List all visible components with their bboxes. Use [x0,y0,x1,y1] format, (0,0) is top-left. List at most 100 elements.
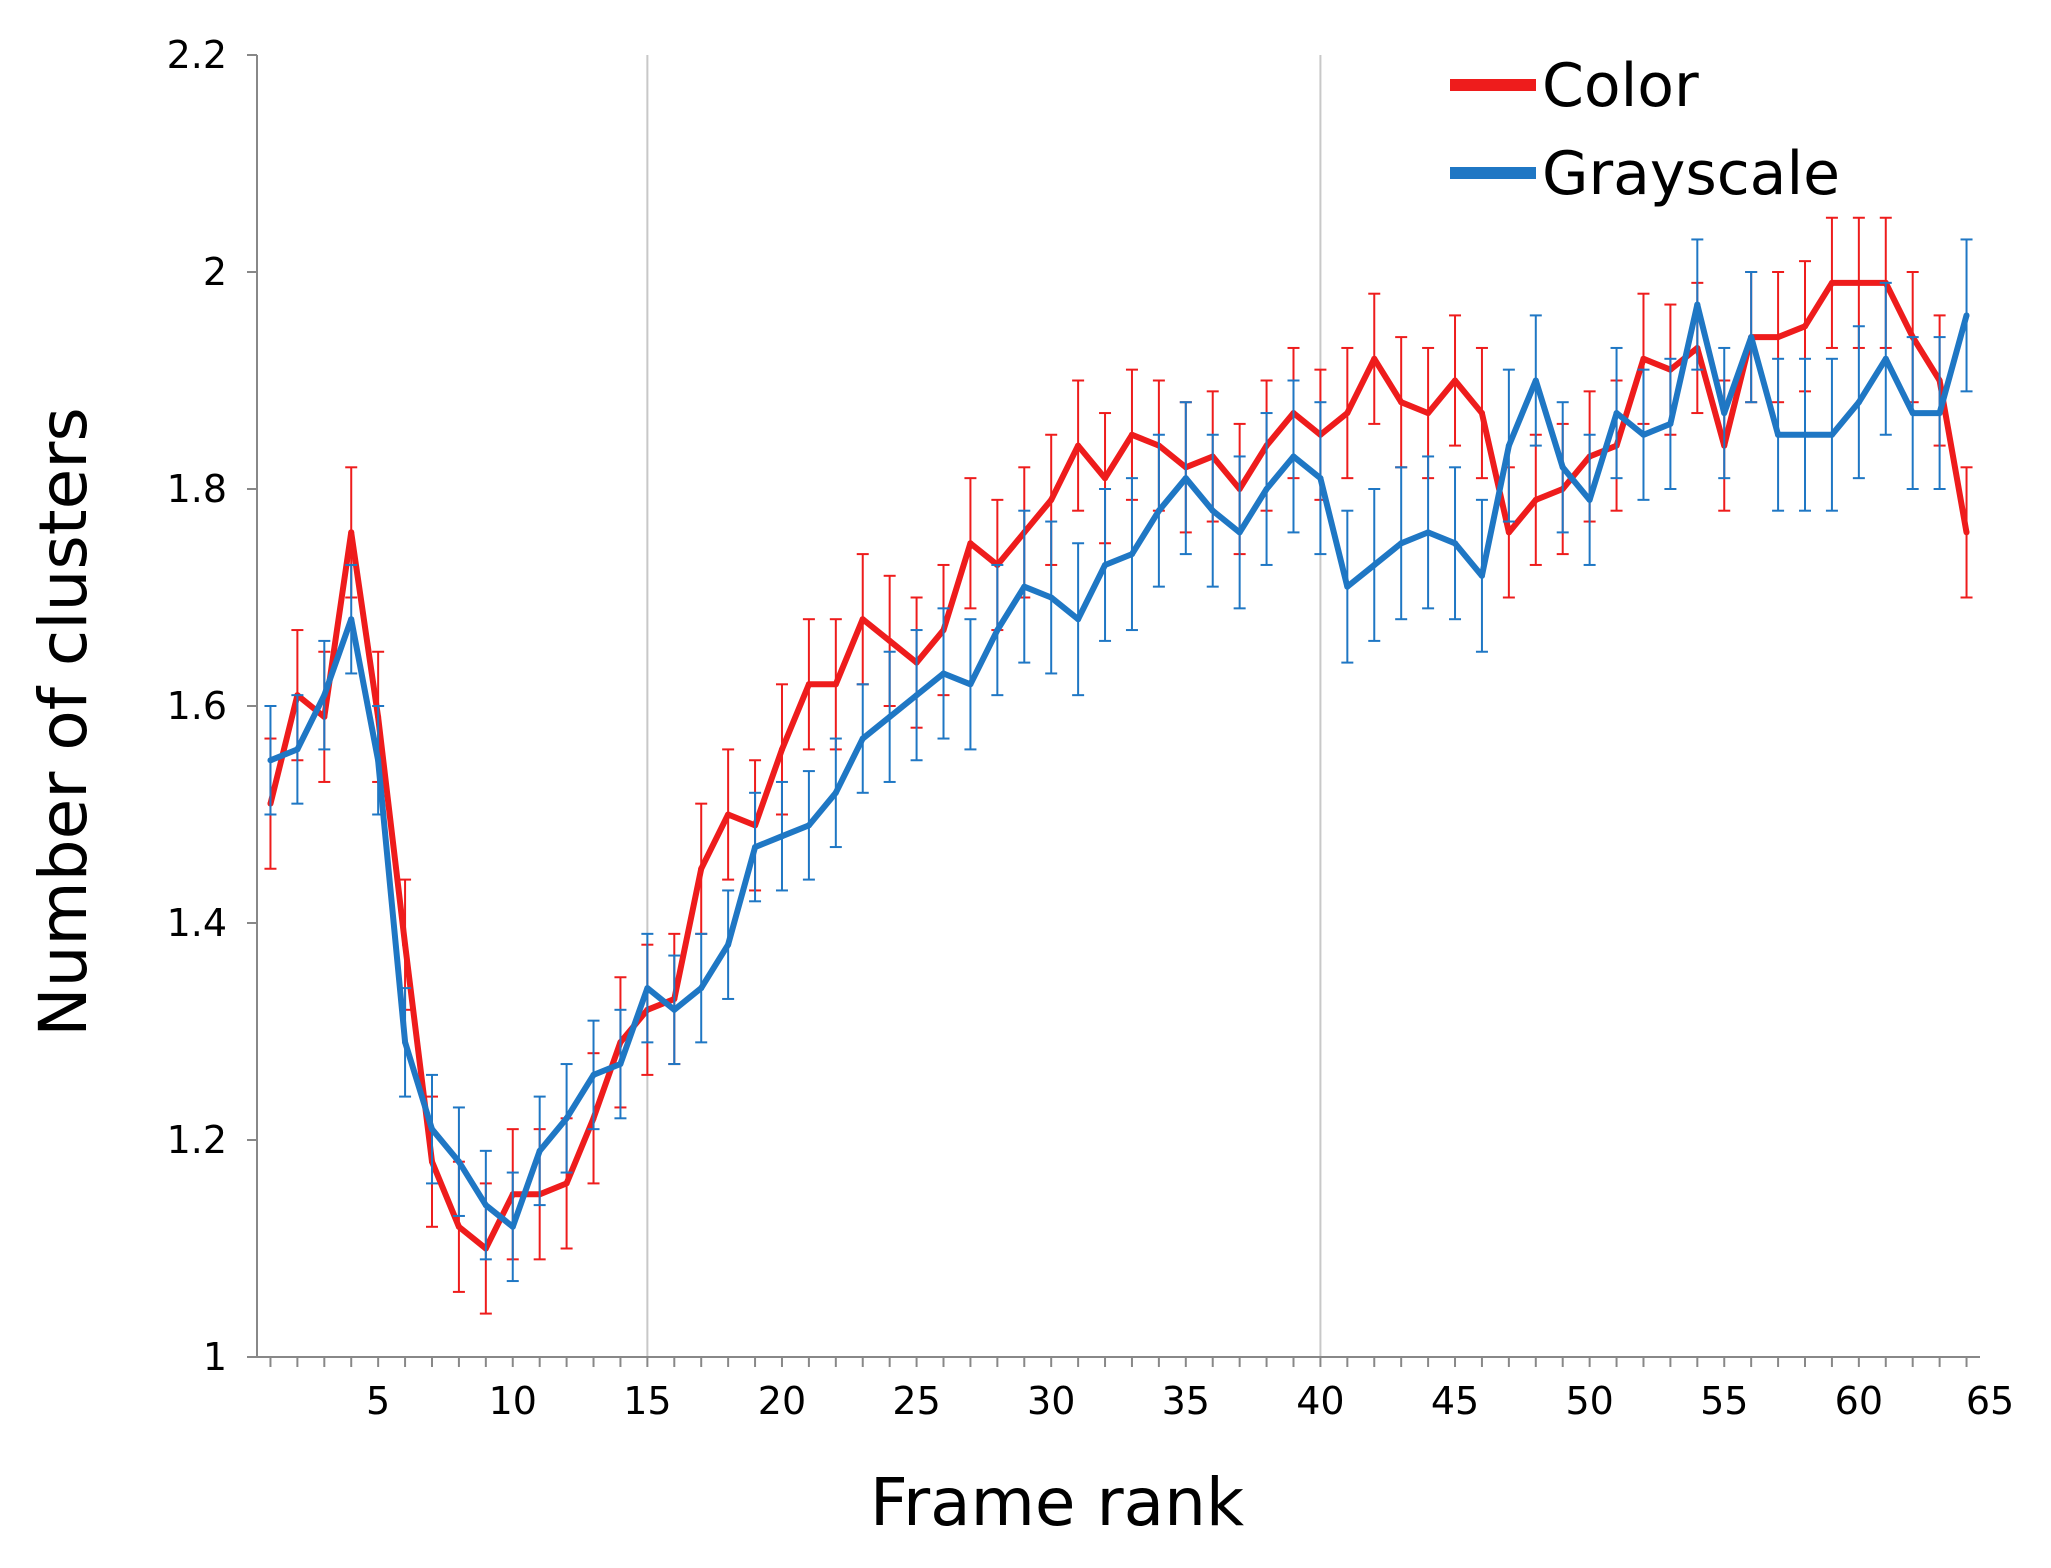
data-point [455,1223,462,1230]
data-point [563,1115,570,1122]
data-point [698,985,705,992]
data-point [1048,496,1055,503]
data-point [1263,486,1270,492]
x-tick-label: 55 [1700,1379,1748,1423]
data-point [1021,583,1028,590]
data-point [1425,529,1432,536]
x-tick-label: 15 [623,1379,671,1423]
data-point [1317,475,1324,482]
legend-label: Grayscale [1542,139,1840,209]
data-point [428,1126,435,1133]
data-point [1963,529,1970,536]
data-point [375,757,382,764]
data-point [1882,355,1889,362]
series-line [267,279,1970,1252]
x-axis-title: Frame rank [870,1464,1245,1541]
data-point [1828,279,1835,286]
data-point [1963,312,1970,319]
legend-item: Grayscale [1450,139,1840,209]
data-point [1452,540,1459,547]
x-tick-label: 5 [366,1379,390,1423]
data-point [1209,507,1216,514]
data-point [1371,561,1378,568]
data-point [1452,377,1459,384]
data-point [1236,529,1243,536]
data-point [725,811,732,818]
data-point [1640,355,1647,362]
x-tick-label: 20 [758,1379,806,1423]
x-tick-label: 25 [892,1379,940,1423]
data-point [348,616,355,623]
data-point [1478,410,1485,417]
axes [256,55,1980,1358]
data-point [536,1147,543,1154]
data-point [1667,420,1674,427]
legend: Color Grayscale [1450,51,1840,209]
data-point [1559,464,1566,471]
x-tick-label: 45 [1431,1379,1479,1423]
data-point [1398,399,1405,406]
x-tick-label: 60 [1835,1379,1883,1423]
data-point [509,1223,516,1230]
data-point [805,822,812,829]
data-point [1344,583,1351,590]
data-point [348,529,355,536]
data-point [1694,301,1701,308]
y-tick-label: 1.8 [167,467,227,511]
data-point [294,746,301,753]
data-point [590,1071,597,1078]
data-point [1075,442,1082,449]
y-tick-label: 1 [203,1335,227,1379]
data-point [1721,410,1728,417]
data-point [725,941,732,948]
y-tick-label: 1.6 [167,684,227,728]
data-point [752,844,759,851]
data-point [1936,410,1943,417]
x-tick-label: 10 [489,1379,537,1423]
data-point [1075,616,1082,623]
data-point [913,692,920,699]
data-point [617,1061,624,1068]
data-point [994,627,1001,634]
data-point [1182,475,1189,482]
data-point [644,985,651,992]
data-point [859,735,866,742]
x-tick-label: 65 [1966,1379,2014,1423]
data-point [455,1158,462,1165]
data-point [1505,442,1512,449]
data-point [1775,334,1782,341]
data-point [563,1180,570,1187]
data-point [1748,334,1755,341]
data-point [1155,507,1162,514]
data-point [778,833,785,840]
data-point [1586,496,1593,503]
reference-lines [646,55,1322,1357]
data-point [778,746,785,753]
data-point [1855,279,1862,286]
data-point [1344,410,1351,417]
y-tick-label: 1.4 [167,901,227,945]
data-point [698,865,705,872]
data-point [886,713,893,720]
data-point [1128,431,1135,438]
data-point [832,789,839,796]
data-point [1425,410,1432,417]
y-tick-label: 2.2 [167,33,227,77]
data-point [1371,355,1378,362]
data-point [1478,572,1485,579]
data-point [1909,410,1916,417]
series-grayscale [264,238,1973,1283]
y-axis-title: Number of clusters [25,407,102,1037]
y-tick-label: 1.2 [167,1118,227,1162]
legend-item: Color [1450,51,1699,121]
data-point [1828,431,1835,438]
data-point [1855,399,1862,406]
data-point [1102,475,1109,482]
data-point [482,1202,489,1209]
x-tick-label: 35 [1162,1379,1210,1423]
data-point [1048,594,1055,601]
data-point [1102,561,1109,568]
data-point [1398,540,1405,547]
data-point [1640,431,1647,438]
